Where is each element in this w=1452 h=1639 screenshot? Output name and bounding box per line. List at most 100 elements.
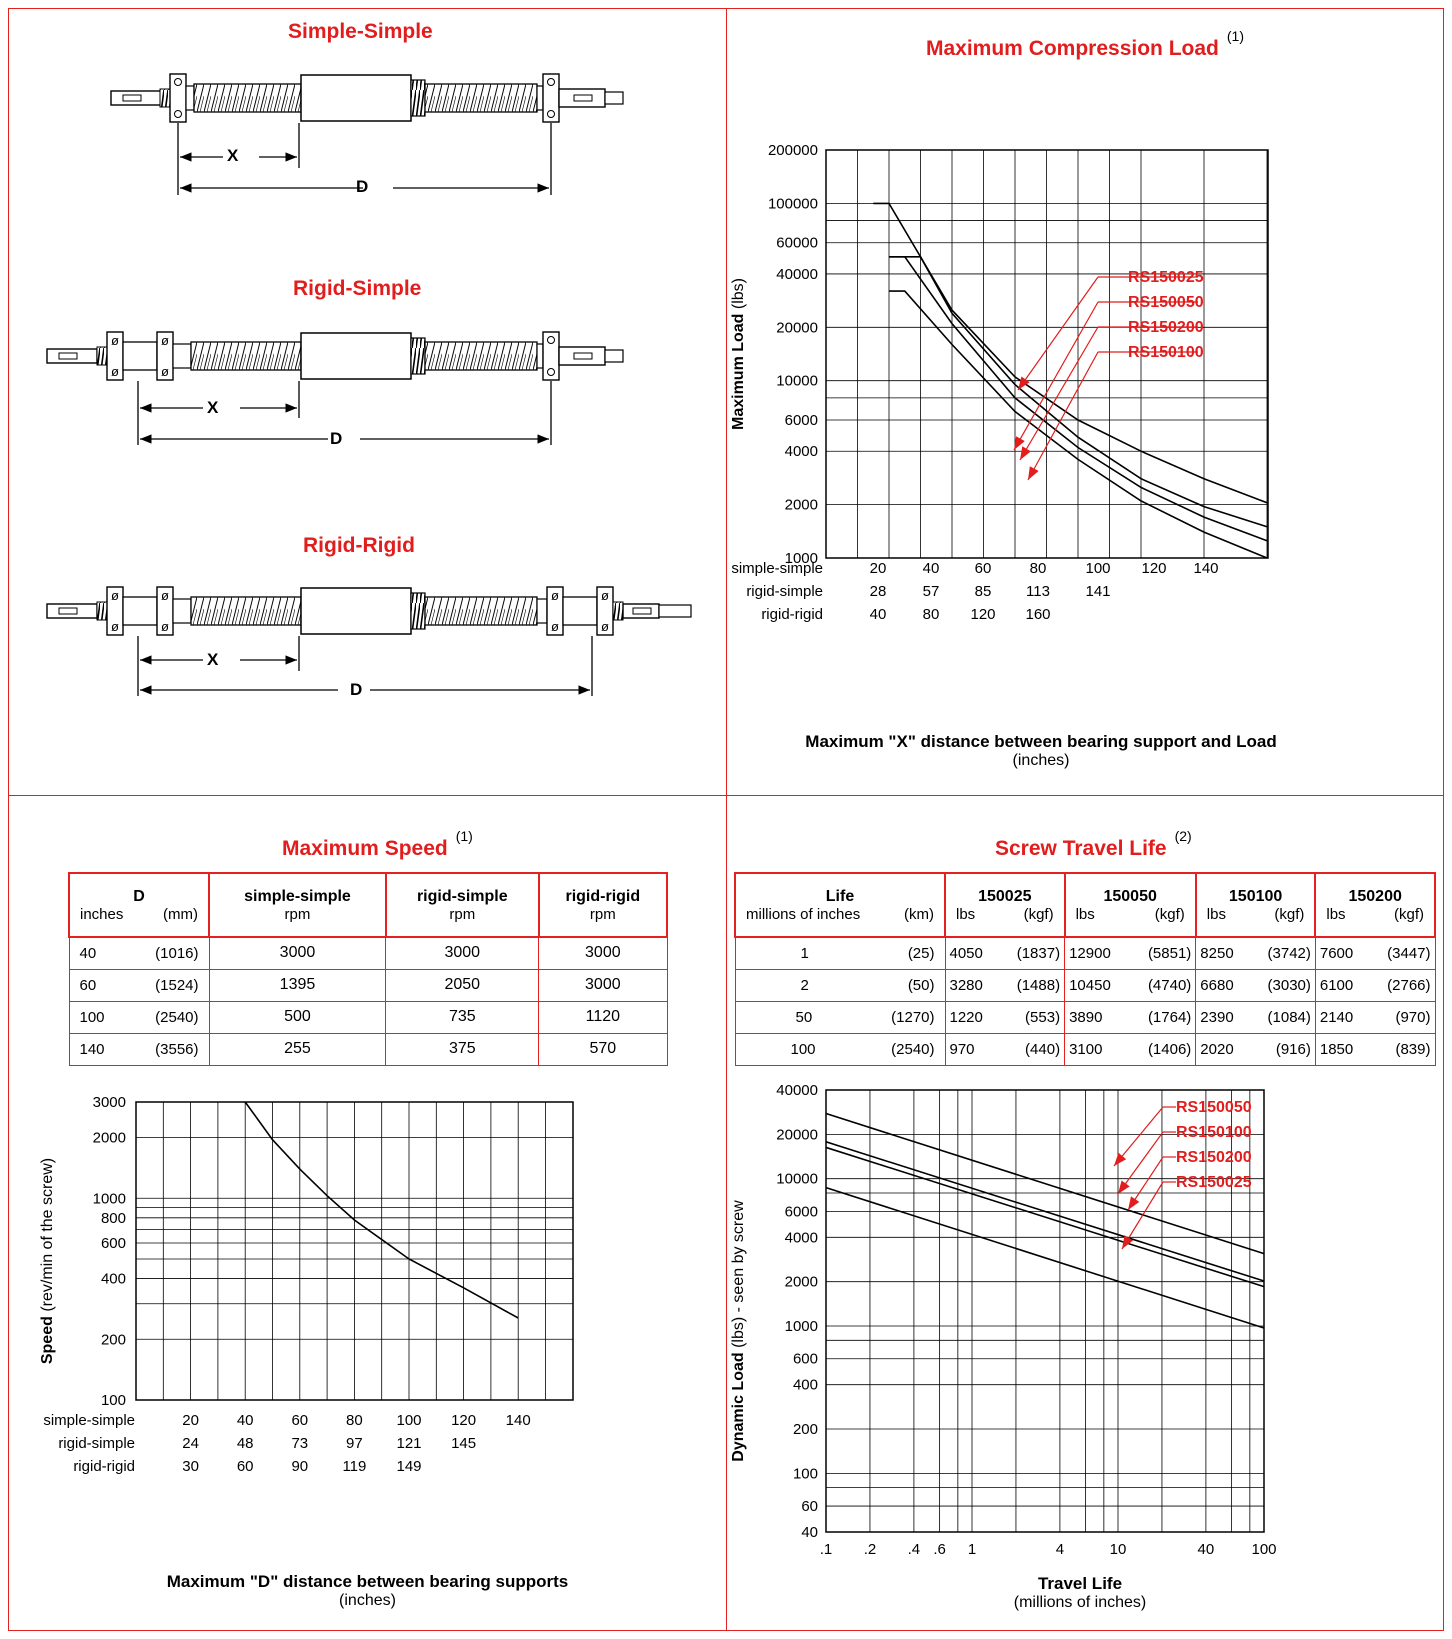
y-tick-label: 40 (801, 1524, 818, 1541)
y-tick-label: 3000 (93, 1094, 126, 1111)
y-tick-label: 20000 (776, 319, 818, 336)
load-lbs: 7600 (1319, 944, 1354, 962)
life-col-life-inches: millions of inches (746, 905, 861, 923)
y-tick-label: 100000 (768, 195, 818, 212)
series-line-rs150100 (889, 290, 1268, 559)
simple-simple-dims (177, 123, 552, 195)
svg-text:ø: ø (111, 364, 119, 379)
x-tick-label: .4 (908, 1541, 921, 1558)
table-row: 140 (3556) 255 375 570 (68, 1032, 668, 1066)
series-line-rs150200 (889, 256, 1268, 542)
life-cell: 1 (25) (734, 936, 946, 970)
compression-note: (1) (1226, 28, 1245, 44)
unit-lbs: lbs (1326, 905, 1346, 923)
speed-col-unit: rpm (284, 905, 311, 923)
y-tick-label: 100 (793, 1465, 818, 1482)
load-lbs: 10450 (1069, 976, 1111, 994)
y-tick-label: 400 (793, 1377, 818, 1394)
life-xlabel: Travel Life (millions of inches) (930, 1574, 1230, 1612)
speed-col-rigid-rigid: rigid-rigid rpm (537, 872, 669, 938)
rpm-cell: 255 (208, 1032, 387, 1066)
load-kgf: (3742) (1267, 944, 1311, 962)
life-value: 2 (800, 976, 809, 994)
svg-text:ø: ø (601, 588, 609, 603)
unit-kgf: (kgf) (1023, 905, 1054, 923)
simple-simple-x-label: X (227, 146, 239, 165)
load-lbs: 4050 (949, 944, 983, 962)
plot-frame (825, 1089, 1265, 1533)
leader-line (1121, 1181, 1164, 1250)
rpm-cell: 735 (385, 1000, 540, 1034)
x-tick-label: 60 (291, 1412, 308, 1429)
svg-text:ø: ø (161, 364, 169, 379)
x-tick-label: 73 (291, 1435, 308, 1452)
x-tick-label: 20 (182, 1412, 199, 1429)
load-cell: 4050 (1837) (944, 936, 1066, 970)
model-label: 150050 (1103, 887, 1157, 905)
x-tick-label: 4 (1056, 1541, 1064, 1558)
d-cell: 60 (1524) (68, 968, 210, 1002)
load-lbs: 3280 (949, 976, 983, 994)
d-mm: (1524) (155, 976, 199, 994)
x-tick-label: 100 (1085, 560, 1110, 577)
life-note: (2) (1174, 828, 1192, 844)
x-row-name: rigid-rigid (761, 606, 823, 623)
rigid-simple-assembly: ø ø ø ø (46, 331, 624, 381)
compression-xlabel: Maximum "X" distance between bearing sup… (726, 732, 1356, 770)
x-tick-label: 119 (342, 1458, 366, 1475)
leader-line (1017, 276, 1099, 391)
leader-arrow (1020, 446, 1031, 460)
rigid-simple-d-label: D (330, 429, 343, 448)
rigid-simple-x-label: X (207, 398, 219, 417)
life-xlabel-bold: Travel Life (1037, 1574, 1123, 1593)
load-lbs: 12900 (1069, 944, 1111, 962)
x-tick-label: .1 (820, 1541, 833, 1558)
y-tick-label: 2000 (93, 1130, 126, 1147)
speed-title-text: Maximum Speed (282, 837, 448, 860)
series-line-rs150050 (825, 1112, 1265, 1255)
mounting-diagrams: ø ø ø ø ø ø ø ø ø (46, 73, 692, 696)
model-label: 150025 (978, 887, 1032, 905)
leader-arrow (1128, 1196, 1140, 1210)
d-cell: 140 (3556) (68, 1032, 210, 1066)
rpm-cell: 3000 (538, 968, 668, 1002)
load-cell: 3280 (1488) (944, 968, 1066, 1002)
life-col-life-label: Life (825, 887, 855, 905)
life-col-150025: 150025 lbs (kgf) (944, 872, 1066, 938)
unit-lbs: lbs (956, 905, 976, 923)
y-tick-label: 2000 (785, 1274, 818, 1291)
y-tick-label: 4000 (785, 443, 818, 460)
life-cell: 2 (50) (734, 968, 946, 1002)
y-tick-label: 1000 (93, 1190, 126, 1207)
load-cell: 2020 (916) (1195, 1032, 1316, 1066)
svg-text:ø: ø (551, 588, 559, 603)
x-tick-label: 40 (237, 1412, 254, 1429)
series-label-rs150050: RS150050 (1176, 1099, 1252, 1116)
life-value: 50 (795, 1008, 813, 1026)
d-mm: (2540) (155, 1008, 199, 1026)
unit-kgf: (kgf) (1394, 905, 1424, 923)
rigid-rigid-x-label: X (207, 650, 219, 669)
load-cell: 6680 (3030) (1195, 968, 1316, 1002)
rigid-rigid-title: Rigid-Rigid (303, 534, 415, 557)
x-tick-label: 140 (1193, 560, 1218, 577)
speed-xlabel-unit: (inches) (339, 1592, 396, 1609)
y-tick-label: 60 (801, 1498, 818, 1515)
rigid-rigid-dims (137, 636, 593, 696)
series-label-rs150200: RS150200 (1176, 1149, 1252, 1166)
leader-line (1019, 326, 1099, 461)
x-tick-label: 20 (870, 560, 887, 577)
load-lbs: 6100 (1319, 976, 1354, 994)
life-table: Life millions of inches (km) 150025 lbs (kg… (734, 872, 1436, 1066)
table-row: 50 (1270) 1220 (553) 3890 (1764) 2390 (1084)… (734, 1000, 1436, 1034)
x-tick-label: 113 (1026, 583, 1050, 600)
speed-col-d-inches: inches (80, 905, 124, 923)
leader-arrow (1114, 1152, 1127, 1166)
x-tick-label: 80 (1030, 560, 1047, 577)
svg-text:ø: ø (161, 588, 169, 603)
y-tick-label: 200000 (768, 142, 818, 159)
load-lbs: 3890 (1069, 1008, 1103, 1026)
rpm-cell: 1120 (538, 1000, 668, 1034)
svg-text:ø: ø (551, 619, 559, 634)
y-tick-label: 600 (101, 1235, 126, 1252)
